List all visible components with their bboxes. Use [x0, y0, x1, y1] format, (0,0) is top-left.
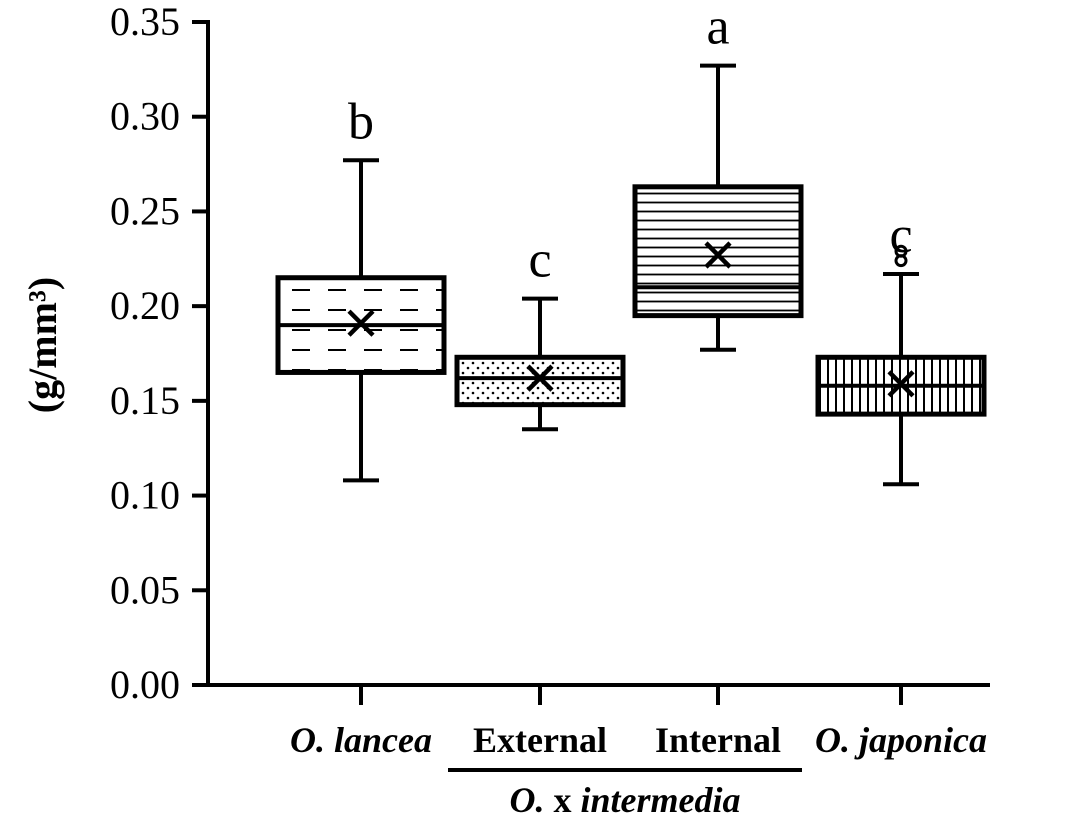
- mean-marker: [347, 309, 375, 337]
- y-tick-label: 0.25: [110, 188, 180, 233]
- significance-letter: c: [528, 232, 551, 289]
- y-tick-label: 0.30: [110, 94, 180, 139]
- category-labels: O. lancea External Internal O. japonica: [290, 720, 987, 760]
- significance-letter: c: [889, 207, 912, 264]
- mean-marker: [887, 370, 915, 398]
- mean-marker: [526, 364, 554, 392]
- box-0: b: [275, 93, 447, 483]
- group-label-middle: x: [545, 780, 581, 818]
- outlier-point: [894, 244, 908, 258]
- mean-marker: [704, 241, 732, 269]
- box-iqr: [632, 184, 804, 319]
- axes: [206, 20, 990, 687]
- boxes: b c a c: [275, 0, 987, 487]
- y-tick-label: 0.20: [110, 283, 180, 328]
- group-label-suffix: intermedia: [581, 780, 741, 818]
- category-label: External: [473, 720, 607, 760]
- box-2: a: [632, 0, 804, 352]
- y-tick-label: 0.05: [110, 567, 180, 612]
- y-tick-label: 0.10: [110, 473, 180, 518]
- category-label: O. lancea: [290, 720, 432, 760]
- x-ticks: [359, 685, 903, 705]
- category-label: Internal: [655, 720, 781, 760]
- group-label-prefix: O.: [510, 780, 545, 818]
- group-label: O. x intermedia: [510, 780, 741, 818]
- significance-letter: b: [348, 93, 374, 150]
- y-ticks: 0.00 0.05 0.10 0.15 0.20 0.25 0.30 0.35: [110, 0, 208, 707]
- y-tick-label: 0.15: [110, 378, 180, 423]
- box-3: c: [815, 207, 987, 487]
- box-1: c: [454, 232, 626, 432]
- y-tick-label: 0.00: [110, 662, 180, 707]
- y-tick-label: 0.35: [110, 0, 180, 44]
- category-label: O. japonica: [815, 720, 987, 760]
- y-axis-label: (g/mm³): [20, 277, 65, 413]
- significance-letter: a: [706, 0, 729, 56]
